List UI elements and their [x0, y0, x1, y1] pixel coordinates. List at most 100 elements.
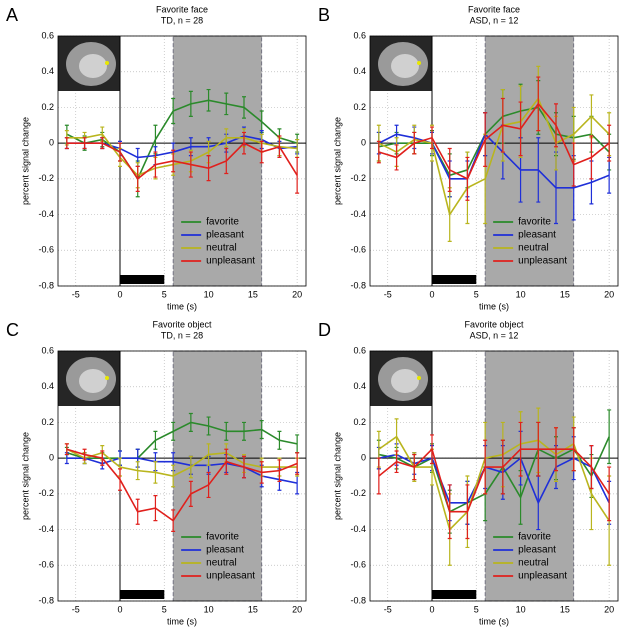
x-tick-label: 10	[204, 289, 214, 299]
error-bar	[206, 416, 211, 436]
shaded-region	[484, 350, 575, 602]
y-tick-label: 0.2	[353, 417, 366, 427]
chart-subtitle: ASD, n = 12	[470, 15, 519, 25]
y-tick-label: 0.4	[353, 381, 366, 391]
error-bar	[277, 135, 282, 159]
inset-roi	[417, 376, 421, 380]
x-tick-label: -5	[384, 604, 392, 614]
error-bar	[376, 457, 381, 495]
error-bar	[242, 96, 246, 119]
error-bar	[571, 427, 576, 472]
series-line	[378, 447, 610, 513]
error-bar	[483, 439, 488, 495]
plot-frame	[57, 35, 307, 287]
stimulus-bar	[120, 590, 165, 599]
error-bar	[135, 461, 140, 481]
error-bar	[171, 509, 176, 532]
x-tick-label: 10	[204, 604, 214, 614]
error-bar	[430, 126, 434, 150]
error-bar	[135, 498, 140, 525]
legend-label: unpleasant	[518, 256, 567, 267]
error-bar	[607, 409, 612, 465]
error-bar	[64, 137, 69, 150]
y-tick-label: -0.2	[38, 173, 54, 183]
error-bar	[188, 455, 193, 479]
x-tick-label: 15	[248, 604, 258, 614]
x-axis-label: time (s)	[479, 616, 509, 626]
error-bar	[188, 480, 193, 507]
error-bar	[206, 155, 211, 182]
error-bar	[188, 90, 193, 117]
chart-title: Favorite face	[156, 4, 208, 14]
error-bar	[376, 140, 381, 164]
error-bar	[483, 112, 488, 167]
error-bar	[82, 137, 87, 150]
legend-label: neutral	[206, 243, 237, 254]
x-tick-label: 5	[474, 604, 479, 614]
chart-subtitle: ASD, n = 12	[470, 330, 519, 340]
y-axis-label: percent signal change	[332, 432, 342, 520]
y-tick-label: -0.6	[350, 245, 366, 255]
series-line	[378, 106, 610, 177]
series-line	[66, 142, 298, 181]
plot-frame	[369, 350, 619, 602]
y-tick-label: -0.4	[350, 209, 366, 219]
panel-letter: A	[6, 5, 18, 25]
y-tick-label: 0.4	[353, 66, 366, 76]
series-line	[378, 132, 610, 189]
error-bar	[100, 450, 105, 466]
error-bar	[206, 443, 211, 466]
legend-label: pleasant	[206, 545, 244, 556]
x-tick-label: 0	[429, 604, 434, 614]
error-bar	[295, 156, 300, 194]
error-bar	[206, 88, 211, 112]
inset-brain-inner	[391, 369, 419, 393]
series-line	[378, 96, 610, 217]
legend-label: pleasant	[518, 545, 556, 556]
error-bar	[188, 151, 193, 178]
y-tick-label: -0.6	[38, 560, 54, 570]
error-bar	[277, 430, 282, 450]
series-line	[378, 102, 610, 180]
y-tick-label: 0	[49, 138, 54, 148]
shaded-region	[484, 35, 575, 287]
series-line	[378, 436, 610, 513]
y-axis-label: percent signal change	[20, 117, 30, 205]
error-bar	[242, 421, 246, 441]
error-bar	[589, 135, 594, 180]
legend-label: favorite	[206, 217, 239, 228]
legend-label: favorite	[518, 217, 551, 228]
y-tick-label: 0	[49, 453, 54, 463]
chart-subtitle: TD, n = 28	[161, 15, 203, 25]
error-bar	[82, 448, 87, 461]
y-tick-label: 0.6	[41, 345, 54, 355]
error-bar	[153, 430, 158, 450]
error-bar	[224, 448, 229, 475]
x-tick-label: 15	[560, 604, 570, 614]
legend-label: neutral	[518, 243, 549, 254]
error-bar	[465, 156, 470, 201]
y-tick-label: 0.6	[353, 345, 366, 355]
y-axis-label: percent signal change	[20, 432, 30, 520]
x-tick-label: 20	[604, 604, 614, 614]
inset-brain-inner	[391, 54, 419, 78]
error-bar	[571, 142, 576, 187]
error-bar	[536, 421, 541, 477]
y-tick-label: -0.8	[38, 280, 54, 290]
x-axis-label: time (s)	[479, 301, 509, 311]
error-bar	[518, 101, 523, 157]
legend-label: neutral	[518, 558, 549, 569]
error-bar	[430, 434, 434, 465]
error-bar	[500, 439, 505, 495]
error-bar	[64, 443, 69, 456]
panel-letter: B	[318, 5, 330, 25]
series-line	[378, 453, 610, 505]
legend-label: pleasant	[518, 230, 556, 241]
panel: -5 0 5 10 15 20 -0.8 -0.6 -0.4 -0.2 0 0.2 0.4 0.6 favo…	[6, 319, 307, 626]
error-bar	[242, 455, 246, 479]
y-tick-label: 0	[361, 453, 366, 463]
y-tick-label: -0.8	[350, 280, 366, 290]
x-tick-label: 20	[604, 289, 614, 299]
